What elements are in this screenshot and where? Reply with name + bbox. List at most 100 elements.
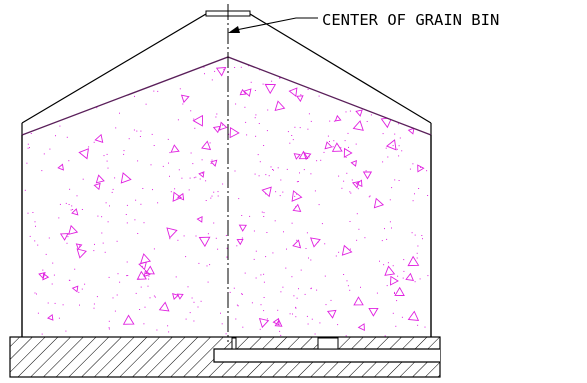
grain-dot [217,195,219,197]
grain-dot [388,80,390,82]
grain-dot [221,323,223,325]
grain-kernel [172,293,179,300]
grain-kernel [198,236,211,248]
grain-dot [226,247,228,249]
grain-dot [136,130,138,132]
grain-dot [285,267,287,269]
grain-dot [225,235,227,236]
grain-dot [403,259,405,261]
grain-dot [114,177,116,179]
grain-dot [144,306,146,308]
grain-dot [135,76,137,78]
grain-dot [292,313,293,315]
grain-dot [126,275,128,277]
grain-dot [195,235,197,237]
grain-kernel [353,296,364,306]
grain-dot [157,90,159,92]
grain-dot [280,334,282,336]
grain-dot [365,107,366,109]
grain-dot [148,278,150,280]
grain-dot [265,256,267,258]
grain-dot [258,123,260,124]
duct-inlet-2 [317,337,339,350]
grain-dot [345,156,347,158]
grain-dot [54,302,56,304]
grain-kernel [238,224,247,232]
grain-dot [323,151,325,153]
grain-dot [68,204,70,205]
grain-dot [134,219,136,221]
grain-dot [394,179,396,181]
grain-kernel [201,140,212,151]
grain-dot [66,242,68,244]
grain-kernel [298,150,309,160]
grain-dot [36,293,37,295]
grain-dot [119,112,120,114]
grain-dot [337,324,339,326]
grain-dot [55,70,57,72]
grain-dot [225,333,227,335]
grain-dot [189,312,191,314]
grain-dot [356,239,358,241]
grain-dot [310,259,312,261]
grain-dot [344,140,346,142]
grain-dot [213,191,215,193]
grain-dot [211,159,213,161]
grain-dot [292,139,294,141]
grain-dot [120,81,122,83]
grain-dot [394,291,395,293]
grain-dot [413,92,415,94]
grain-dot [412,92,414,94]
grain-dot [236,245,238,247]
grain-dot [329,141,330,142]
grain-dot [259,328,261,330]
grain-dot [333,140,335,142]
grain-dot [123,150,125,152]
grain-dot [287,131,289,133]
grain-dot [93,307,95,309]
grain-kernel [310,237,321,248]
grain-dot [327,75,329,77]
grain-dot [200,300,202,302]
grain-kernel [122,314,135,325]
grain-dot [417,245,419,247]
grain-kernel [176,192,185,201]
grain-kernel [303,152,312,161]
grain-kernel [341,244,353,256]
grain-dot [43,153,45,155]
grain-dot [93,141,95,143]
grain-dot [298,288,299,290]
grain-dot [263,273,265,275]
grain-dot [109,205,110,207]
grain-dot [427,275,429,277]
grain-dot [286,248,287,250]
grain-dot [325,304,327,306]
grain-dot [181,177,183,179]
grain-dot [379,260,380,262]
grain-dot [364,63,366,65]
grain-dot [47,302,49,304]
grain-dot [34,292,36,294]
grain-dot [244,106,246,108]
grain-kernel [71,285,79,293]
grain-dot [84,283,86,285]
grain-kernel [407,255,420,267]
grain-kernel [399,113,409,122]
grain-dot [190,110,192,112]
grain-dot [222,183,224,185]
grain-dot [176,198,178,200]
grain-dot [62,304,64,306]
grain-dot [349,248,351,250]
grain-dot [30,70,32,72]
grain-dot [114,65,116,67]
grain-kernel [355,109,363,117]
grain-dot [29,95,31,97]
grain-dot [220,312,221,314]
grain-kernel [272,317,280,326]
grain-kernel [350,159,357,167]
grain-kernel [93,96,103,106]
grain-dot [304,293,306,295]
grain-dot [272,252,274,254]
grain-dot [291,135,293,136]
